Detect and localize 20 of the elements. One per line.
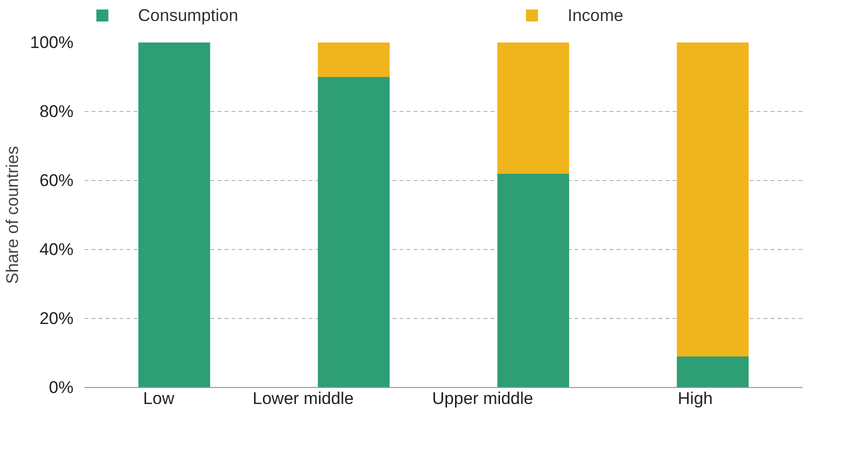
- y-tick-label: 0%: [48, 378, 74, 397]
- x-tick-label: Upper middle: [432, 389, 534, 408]
- x-tick-label: Low: [143, 389, 175, 408]
- bar: [676, 42, 749, 356]
- x-tick-label: Lower middle: [252, 389, 354, 408]
- bar: [676, 356, 749, 388]
- y-tick-label: 40%: [39, 240, 74, 259]
- y-tick-label: 80%: [39, 102, 74, 121]
- y-tick-label: 20%: [39, 309, 74, 328]
- bar: [318, 42, 390, 77]
- bar: [318, 77, 390, 388]
- legend-label: Consumption: [138, 6, 238, 25]
- y-tick-label: 60%: [39, 171, 74, 190]
- bar: [497, 42, 570, 174]
- y-axis-title: Share of countries: [3, 146, 22, 284]
- legend-label: Income: [568, 6, 624, 25]
- bar: [138, 42, 210, 388]
- bar: [497, 174, 570, 388]
- y-tick-label: 100%: [30, 33, 74, 52]
- x-tick-label: High: [678, 389, 713, 408]
